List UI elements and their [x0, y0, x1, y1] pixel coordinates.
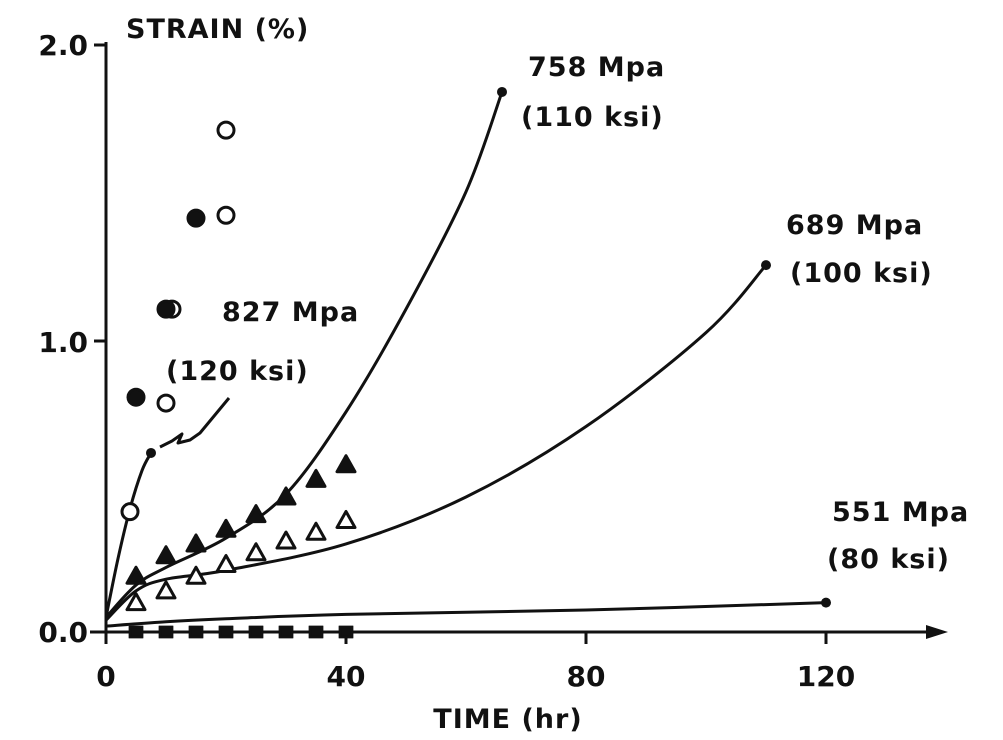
annotation-827-line1: 827 Mpa	[222, 297, 359, 328]
data-point-open-triangle	[305, 521, 327, 541]
data-point-open-triangle	[245, 542, 267, 562]
data-point-filled-square	[128, 625, 144, 639]
data-point-open-triangle	[125, 592, 147, 612]
annotation-689-line1: 689 Mpa	[786, 210, 923, 241]
x-tick-label: 40	[327, 660, 366, 693]
curve-689-mpa	[104, 264, 768, 622]
curve-endpoint	[146, 447, 156, 458]
curve-endpoint	[761, 260, 771, 271]
data-point-filled-triangle	[305, 468, 327, 488]
data-point-filled-square	[188, 625, 204, 639]
data-point-open-triangle	[185, 565, 207, 585]
data-point-filled-triangle	[125, 565, 147, 585]
data-point-filled-circle	[186, 208, 206, 228]
x-axis-arrowhead	[926, 625, 948, 639]
data-point-filled-circle	[156, 299, 176, 319]
annotation-827-line2: (120 ksi)	[166, 356, 309, 387]
data-point-open-circle	[216, 120, 236, 140]
data-point-filled-circle	[126, 387, 146, 407]
data-point-open-triangle	[155, 580, 177, 600]
data-point-filled-triangle	[245, 504, 267, 524]
annotation-551-line2: (80 ksi)	[827, 544, 950, 575]
x-tick-label: 0	[96, 660, 115, 693]
curve-758-mpa	[104, 91, 504, 619]
y-tick-label: 1.0	[38, 326, 88, 359]
curve-break-mark	[159, 397, 231, 449]
data-point-filled-triangle	[185, 533, 207, 553]
data-point-filled-square	[308, 625, 324, 639]
data-point-filled-square	[248, 625, 264, 639]
data-markers-group	[120, 120, 357, 639]
data-point-filled-square	[278, 625, 294, 639]
y-axis-title: STRAIN (%)	[126, 14, 309, 45]
annotation-758-line1: 758 Mpa	[528, 52, 665, 83]
annotation-689-line2: (100 ksi)	[790, 258, 933, 289]
annotation-551-line1: 551 Mpa	[832, 497, 969, 528]
curve-endpoint	[821, 597, 831, 608]
data-point-open-circle	[156, 393, 176, 413]
data-point-open-circle	[120, 502, 140, 522]
data-point-filled-triangle	[215, 518, 237, 538]
data-point-open-triangle	[335, 509, 357, 529]
fitted-curves-group	[104, 86, 831, 628]
annotation-758-line2: (110 ksi)	[521, 102, 664, 133]
data-point-filled-triangle	[335, 454, 357, 474]
x-tick-label: 120	[797, 660, 855, 693]
x-tick-label: 80	[567, 660, 606, 693]
curve-551-mpa	[105, 601, 827, 628]
data-point-filled-square	[218, 625, 234, 639]
y-tick-label: 2.0	[38, 29, 88, 62]
x-axis-title: TIME (hr)	[433, 704, 582, 735]
data-point-open-triangle	[275, 530, 297, 550]
data-point-open-circle	[216, 205, 236, 225]
data-point-filled-triangle	[155, 545, 177, 565]
data-point-filled-square	[158, 625, 174, 639]
data-point-filled-square	[338, 625, 354, 639]
data-point-open-triangle	[215, 553, 237, 573]
data-point-filled-triangle	[275, 486, 297, 506]
curve-endpoint	[497, 86, 507, 97]
y-tick-label: 0.0	[38, 616, 88, 649]
